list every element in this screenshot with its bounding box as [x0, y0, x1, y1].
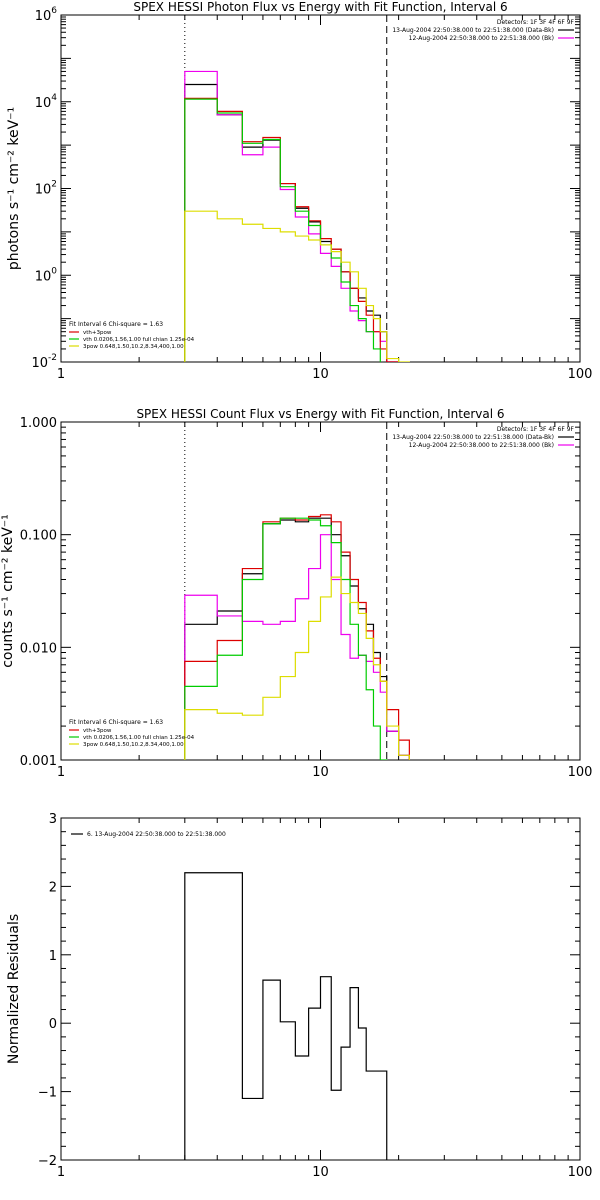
legend-entry: vth 0.0206,1.56,1.00 full chian 1.25e-04 — [83, 735, 195, 741]
chart-title: SPEX HESSI Photon Flux vs Energy with Fi… — [133, 0, 507, 14]
panel-3: 1 10 100 −2 −1 0 1 2 3 Normalized Residuals 6. 13-… — [6, 812, 592, 1180]
x-tick-label: 100 — [568, 765, 593, 780]
y-tick-label: 0.001 — [20, 754, 57, 769]
series-3pow-line — [184, 576, 410, 760]
x-tick-label: 100 — [568, 1165, 593, 1180]
legend-bottom-left: Fit Interval 6 Chi-square = 1.63 vth+3pow… — [69, 719, 195, 748]
legend-entry: 3pow 0.648,1.50,10.2,8.34,400,1.00 — [83, 742, 184, 748]
y-tick-label: 102 — [35, 180, 57, 198]
legend-entry: 12-Aug-2004 22:50:38.000 to 22:51:38.000… — [409, 35, 554, 42]
series-bk-line — [184, 70, 400, 362]
y-axis-label: Normalized Residuals — [6, 914, 22, 1064]
series-data-line — [184, 872, 388, 1160]
series-vth-line — [184, 98, 381, 362]
plot-frame — [60, 14, 581, 363]
legend-title: Detectors: 1F 3F 4F 6F 9F — [497, 426, 575, 433]
legend-entry: 13-Aug-2004 22:50:38.000 to 22:51:38.000… — [392, 434, 554, 441]
x-tick-label: 1 — [57, 1165, 65, 1180]
legend-entry: vth+3pow — [83, 728, 112, 734]
legend-fit-summary: Fit Interval 6 Chi-square = 1.63 — [69, 719, 163, 726]
y-axis-label: counts s⁻¹ cm⁻² keV⁻¹ — [0, 514, 16, 668]
series-3pow-line — [184, 210, 410, 362]
panel-1: SPEX HESSI Photon Flux vs Energy with Fi… — [6, 0, 592, 382]
y-tick-label: 104 — [35, 93, 58, 111]
plot-frame — [60, 421, 581, 761]
x-tick-label: 100 — [568, 367, 593, 382]
series-group — [184, 514, 410, 760]
series-group — [184, 70, 410, 362]
panel-2: SPEX HESSI Count Flux vs Energy with Fit… — [0, 407, 593, 780]
legend-entry: 3pow 0.648,1.50,10.2,8.34,400,1.00 — [83, 344, 184, 350]
legend-fit-summary: Fit Interval 6 Chi-square = 1.63 — [69, 321, 163, 328]
legend-entry: 12-Aug-2004 22:50:38.000 to 22:51:38.000… — [409, 442, 554, 449]
legend-entry: vth+3pow — [83, 330, 112, 336]
series-vth_plus_3pow-line — [184, 97, 400, 362]
y-tick-label: 1 — [49, 949, 57, 964]
series-bk-line — [184, 534, 410, 760]
series-vth-line — [184, 517, 388, 760]
legend-entry: 13-Aug-2004 22:50:38.000 to 22:51:38.000… — [392, 27, 554, 34]
legend-top-left: 6. 13-Aug-2004 22:50:38.000 to 22:51:38.… — [71, 831, 226, 838]
series-vth_plus_3pow-line — [184, 514, 410, 760]
y-tick-label: 10-2 — [31, 353, 57, 371]
x-tick-label: 1 — [57, 765, 65, 780]
y-tick-label: 2 — [49, 880, 57, 895]
y-tick-label: 3 — [49, 812, 57, 827]
chart-title: SPEX HESSI Count Flux vs Energy with Fit… — [136, 407, 504, 421]
y-tick-label: 0.100 — [20, 529, 57, 544]
series-group — [184, 872, 388, 1160]
x-tick-label: 10 — [312, 1165, 329, 1180]
y-tick-label: 0 — [49, 1017, 57, 1032]
y-tick-label: 0.010 — [20, 641, 57, 656]
x-tick-label: 10 — [312, 765, 329, 780]
y-axis-label: photons s⁻¹ cm⁻² keV⁻¹ — [6, 107, 22, 270]
legend-entry: vth 0.0206,1.56,1.00 full chian 1.25e-04 — [83, 337, 195, 343]
legend-title: Detectors: 1F 3F 4F 6F 9F — [497, 19, 575, 26]
x-tick-label: 1 — [57, 367, 65, 382]
y-tick-label: 106 — [35, 6, 58, 24]
x-tick-label: 10 — [312, 367, 329, 382]
y-tick-label: −2 — [38, 1154, 57, 1169]
y-tick-label: 1.000 — [20, 416, 57, 431]
y-tick-label: 100 — [35, 266, 58, 284]
legend-entry: 6. 13-Aug-2004 22:50:38.000 to 22:51:38.… — [87, 831, 226, 838]
series-data-line — [184, 83, 400, 362]
y-tick-label: −1 — [38, 1086, 57, 1101]
legend-bottom-left: Fit Interval 6 Chi-square = 1.63 vth+3pow… — [69, 321, 195, 350]
